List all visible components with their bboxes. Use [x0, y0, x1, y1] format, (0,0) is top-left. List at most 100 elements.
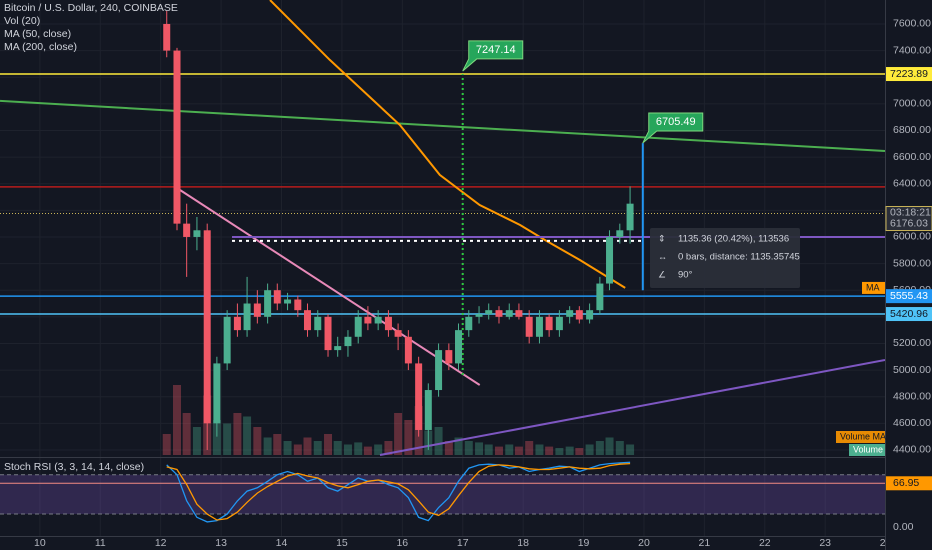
y-tick-label: 6400.00: [893, 177, 931, 189]
x-tick-label: 18: [517, 537, 529, 549]
candle-body: [374, 316, 382, 324]
candle-body: [626, 203, 634, 231]
volume-bar: [575, 448, 584, 455]
level-badge: [886, 289, 932, 304]
volume-bar: [263, 437, 272, 455]
candle-body: [314, 316, 322, 331]
volume-bar: [313, 441, 322, 455]
ma-200-line: [0, 99, 885, 152]
volume-bar: [293, 444, 302, 455]
callout-label: 7247.14: [476, 44, 516, 56]
candle-body: [515, 310, 523, 317]
candle-body: [445, 350, 453, 364]
y-tick-label: 7400.00: [893, 44, 931, 56]
candle-body: [465, 316, 473, 331]
measure-text: 0 bars, distance: 1135.35745: [678, 252, 800, 263]
candle-body: [485, 310, 493, 315]
indicator-label: MA (200, close): [4, 41, 77, 53]
volume-bar: [615, 441, 624, 455]
volume-bar: [363, 446, 372, 455]
y-tick-label: 6000.00: [893, 231, 931, 243]
candle-body: [334, 346, 342, 351]
candle-body: [354, 316, 362, 337]
indicator-label: Vol (20): [4, 15, 40, 27]
candle-body: [364, 316, 372, 324]
candle-body: [575, 310, 583, 320]
volume-bar: [253, 427, 262, 455]
volume-ma-label: Volume MA: [840, 431, 886, 441]
candle-body: [616, 230, 624, 237]
symbol-title: Bitcoin / U.S. Dollar, 240, COINBASE: [4, 2, 178, 14]
candle-body: [535, 316, 543, 337]
candle-body: [475, 314, 483, 317]
volume-bar: [283, 441, 292, 455]
candle-body: [384, 316, 392, 331]
measure-icon: ↔: [658, 251, 667, 261]
ma-50-line: [269, 0, 626, 289]
volume-bar: [223, 423, 232, 455]
overlay: 66.95 7223.89 5555.43 5420.96 03:18:216176.0…: [462, 40, 932, 491]
candle-body: [273, 290, 281, 304]
volume-bar: [243, 416, 252, 455]
candle-body: [394, 330, 402, 337]
y-tick-label: 5000.00: [893, 364, 931, 376]
volume-bar: [545, 446, 554, 455]
volume-bar: [434, 427, 443, 455]
volume-bar: [444, 441, 453, 455]
y-tick-label: 4800.00: [893, 390, 931, 402]
ma-badge: [862, 281, 885, 294]
stoch-k-line: [166, 461, 631, 523]
candle-body: [243, 303, 251, 331]
grid: [0, 0, 887, 536]
candle-body: [525, 316, 533, 337]
measure-text: 90°: [678, 270, 693, 281]
candle-body: [596, 283, 604, 311]
volume-bar: [555, 448, 564, 455]
volume-bar: [273, 434, 282, 455]
candle-body: [253, 303, 261, 317]
stoch-tick-label: 0.00: [893, 521, 914, 533]
level-badge: [886, 307, 932, 322]
volume-bar: [162, 434, 171, 455]
stoch-title: Stoch RSI (3, 3, 14, 14, close): [4, 461, 144, 473]
candle-body: [555, 316, 563, 331]
volume-bar: [394, 413, 403, 455]
x-tick-label: 12: [155, 537, 167, 549]
volume-bar: [384, 441, 393, 455]
volume-bar: [585, 444, 594, 455]
volume-bar: [303, 437, 312, 455]
volume-bar: [233, 413, 242, 455]
volume-bar: [525, 441, 534, 455]
volume-bar: [484, 444, 493, 455]
candle-body: [324, 316, 332, 351]
candle-body: [606, 236, 614, 284]
candle-body: [424, 390, 432, 430]
candle-body: [566, 310, 574, 317]
candle-body: [455, 330, 463, 364]
callout-box: [462, 40, 524, 72]
level-label: 5555.43: [890, 290, 928, 302]
volume-bar: [464, 441, 473, 455]
volume-bar: [354, 442, 363, 455]
candle-body: [495, 310, 503, 317]
candle-body: [303, 310, 311, 331]
candle-body: [505, 310, 513, 317]
volume-bar: [494, 446, 503, 455]
y-tick-label: 7600.00: [893, 18, 931, 30]
measure-text: 1135.36 (20.42%), 113536: [678, 234, 789, 245]
volume-bar: [173, 385, 181, 455]
x-tick-label: 13: [215, 537, 227, 549]
volume-label: Volume: [853, 444, 883, 454]
current-price-label: 6176.03: [890, 217, 928, 229]
volume-bar: [454, 437, 463, 455]
volume-bar: [404, 420, 413, 455]
price-panel: [0, 0, 885, 456]
volume-bar: [565, 446, 574, 455]
y-tick-label: 6800.00: [893, 124, 931, 136]
volume-bar: [374, 444, 383, 455]
volume-bar: [333, 441, 342, 455]
x-tick-label: 10: [34, 537, 46, 549]
volume-bar: [605, 437, 614, 455]
